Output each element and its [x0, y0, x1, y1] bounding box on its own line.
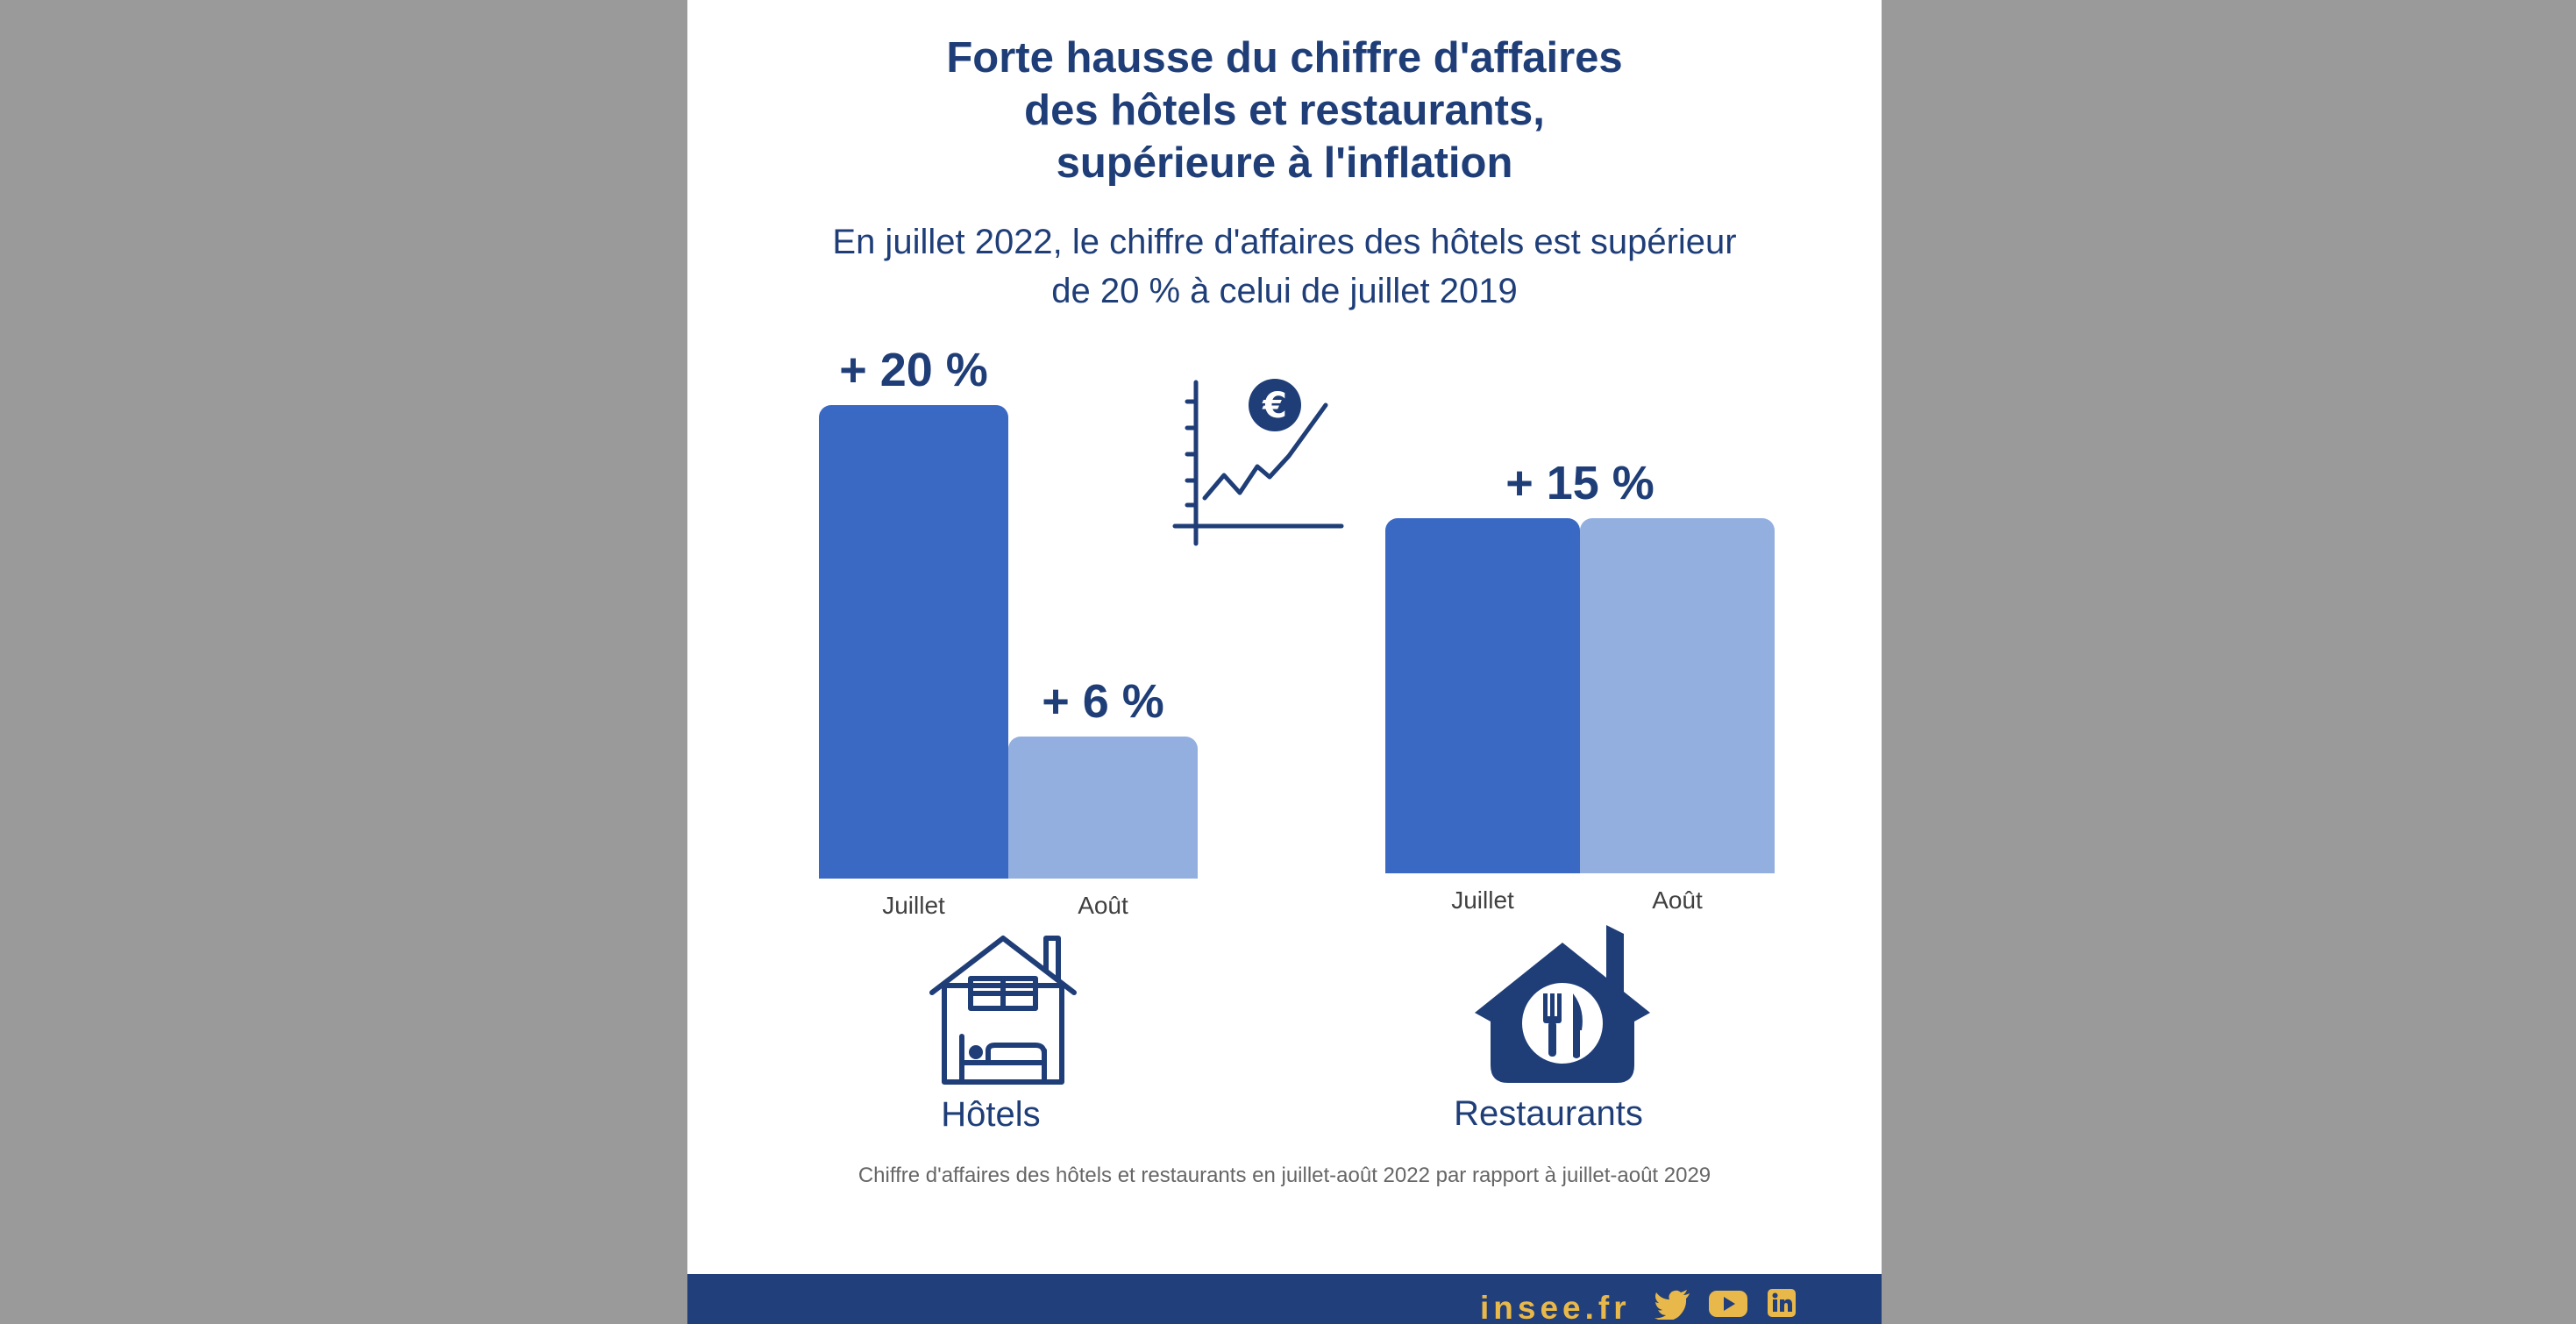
- group-label-hotels: Hôtels: [941, 1095, 1041, 1134]
- category-label: Juillet: [882, 892, 945, 919]
- value-label: + 15 %: [1505, 457, 1654, 509]
- brand-link[interactable]: insee.fr: [1480, 1290, 1631, 1324]
- bar-restaurants-juillet: [1385, 518, 1580, 873]
- infographic-title: Forte hausse du chiffre d'affaires des h…: [687, 32, 1882, 189]
- bar-restaurants-aout: [1580, 518, 1775, 873]
- svg-text:€: €: [1262, 386, 1287, 426]
- footer-bar: insee.fr: [687, 1274, 1882, 1324]
- group-label-restaurants: Restaurants: [1454, 1094, 1643, 1133]
- subtitle-line: de 20 % à celui de juillet 2019: [1051, 272, 1518, 310]
- category-label: Août: [1078, 892, 1128, 919]
- chart-footnote: Chiffre d'affaires des hôtels et restaur…: [857, 1164, 1711, 1187]
- title-line: des hôtels et restaurants,: [1024, 87, 1545, 134]
- youtube-icon[interactable]: [1709, 1289, 1747, 1319]
- bar-hotels-aout: [1008, 737, 1198, 879]
- category-label: Juillet: [1451, 886, 1514, 914]
- infographic-subtitle: En juillet 2022, le chiffre d'affaires d…: [687, 217, 1882, 316]
- infographic-card: Forte hausse du chiffre d'affaires des h…: [687, 0, 1882, 1324]
- title-line: supérieure à l'inflation: [1056, 139, 1513, 187]
- euro-growth-chart-icon: €: [1172, 379, 1344, 546]
- value-label: + 6 %: [1042, 675, 1164, 728]
- bar-hotels-juillet: [819, 405, 1008, 879]
- category-label: Août: [1652, 886, 1703, 914]
- linkedin-icon[interactable]: [1768, 1289, 1796, 1317]
- value-label: + 20 %: [839, 344, 988, 396]
- restaurant-house-cutlery-icon: [1475, 925, 1650, 1083]
- title-line: Forte hausse du chiffre d'affaires: [946, 34, 1623, 82]
- hotel-house-bed-icon: [929, 936, 1077, 1085]
- twitter-icon[interactable]: [1654, 1290, 1691, 1320]
- subtitle-line: En juillet 2022, le chiffre d'affaires d…: [832, 223, 1737, 261]
